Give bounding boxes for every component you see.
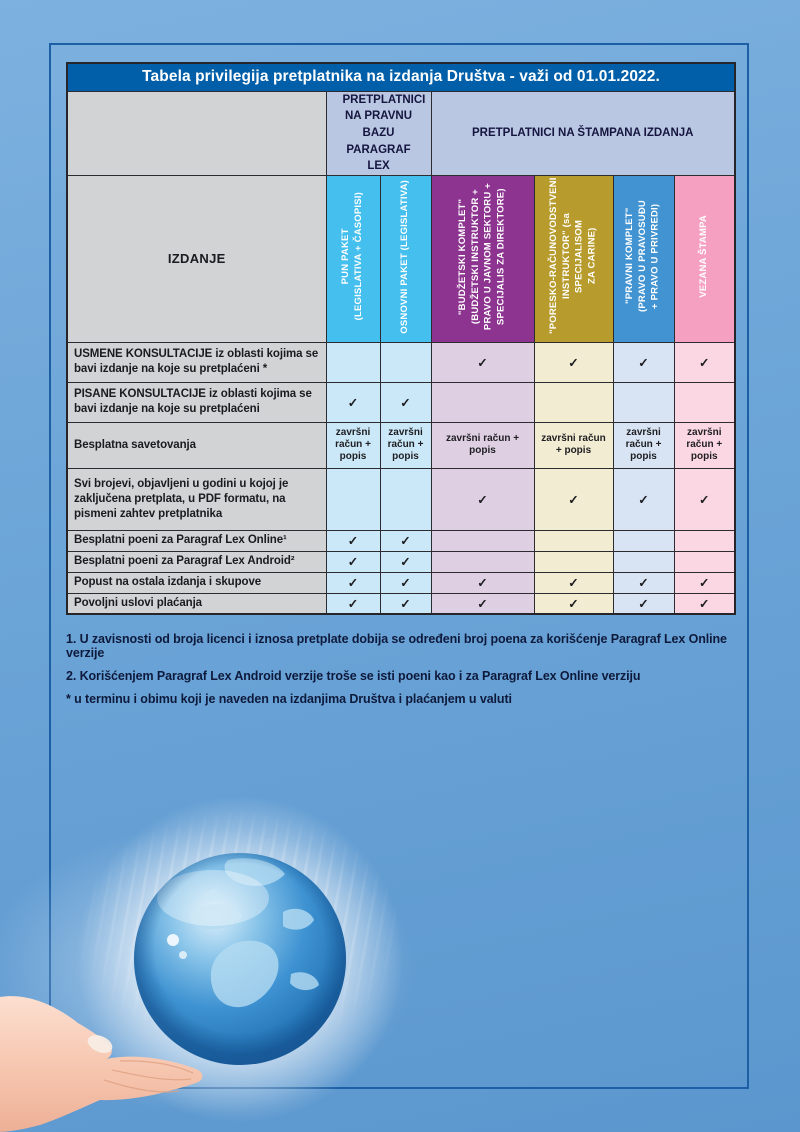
table-row: Besplatna savetovanja završni račun + pop… <box>66 421 736 469</box>
checkmark-icon: ✓ <box>379 592 432 615</box>
column-header-pun-paket: PUN PAKET (LEGISLATIVA + ČASOPISI) <box>325 174 381 343</box>
privileges-table: Tabela privilegija pretplatnika na izdan… <box>66 62 737 616</box>
row-label: Popust na ostala izdanja i skupove <box>66 571 327 594</box>
cell-empty <box>533 529 614 552</box>
checkmark-icon: ✓ <box>533 571 614 594</box>
column-header-pravni-komplet: "PRAVNI KOMPLET" (PRAVO U PRAVOSUĐU + PR… <box>612 174 675 343</box>
checkmark-icon: ✓ <box>379 571 432 594</box>
cell-empty <box>612 381 675 423</box>
checkmark-icon: ✓ <box>379 529 432 552</box>
checkmark-icon: ✓ <box>612 341 675 383</box>
cell-text: završni račun + popis <box>325 421 381 469</box>
cell-text: završni račun + popis <box>673 421 736 469</box>
table-row: USMENE KONSULTACIJE iz oblasti kojima se… <box>66 341 736 383</box>
checkmark-icon: ✓ <box>430 467 535 531</box>
checkmark-icon: ✓ <box>673 592 736 615</box>
cell-empty <box>379 341 432 383</box>
group-header-pravna-baza: PRETPLATNICI NA PRAVNU BAZU PARAGRAF LEX <box>325 90 432 176</box>
cell-text: završni račun + popis <box>533 421 614 469</box>
table-row: Popust na ostala izdanja i skupove ✓ ✓ ✓ ✓ ✓ ✓ <box>66 571 736 594</box>
footnotes: 1. U zavisnosti od broja licenci i iznos… <box>66 632 734 715</box>
izdanje-header: IZDANJE <box>66 174 327 343</box>
footnote-1: 1. U zavisnosti od broja licenci i iznos… <box>66 632 727 660</box>
checkmark-icon: ✓ <box>673 571 736 594</box>
cell-text: završni račun + popis <box>430 421 535 469</box>
table-row: Svi brojevi, objavljeni u godini u kojoj… <box>66 467 736 531</box>
cell-empty <box>612 529 675 552</box>
table-title: Tabela privilegija pretplatnika na izdan… <box>66 62 736 92</box>
column-header-osnovni-paket: OSNOVNI PAKET (LEGISLATIVA) <box>379 174 432 343</box>
cell-empty <box>533 550 614 573</box>
column-header-label: PUN PAKET (LEGISLATIVA + ČASOPISI) <box>340 192 364 321</box>
cell-empty <box>430 529 535 552</box>
checkmark-icon: ✓ <box>379 381 432 423</box>
cell-empty <box>379 467 432 531</box>
checkmark-icon: ✓ <box>533 467 614 531</box>
checkmark-icon: ✓ <box>325 550 381 573</box>
table-row: Povoljni uslovi plaćanja ✓ ✓ ✓ ✓ ✓ ✓ <box>66 592 736 615</box>
checkmark-icon: ✓ <box>673 341 736 383</box>
cell-empty <box>430 381 535 423</box>
row-label: Besplatni poeni za Paragraf Lex Android² <box>66 550 327 573</box>
checkmark-icon: ✓ <box>325 381 381 423</box>
row-label: USMENE KONSULTACIJE iz oblasti kojima se… <box>66 341 327 383</box>
checkmark-icon: ✓ <box>379 550 432 573</box>
checkmark-icon: ✓ <box>612 592 675 615</box>
checkmark-icon: ✓ <box>533 592 614 615</box>
cell-empty <box>612 550 675 573</box>
row-label: Svi brojevi, objavljeni u godini u kojoj… <box>66 467 327 531</box>
corner-cell-empty <box>66 90 327 176</box>
table-row: Besplatni poeni za Paragraf Lex Android²… <box>66 550 736 573</box>
cell-empty <box>325 467 381 531</box>
cell-text: završni račun + popis <box>612 421 675 469</box>
checkmark-icon: ✓ <box>673 467 736 531</box>
footnote-3: * u terminu i obimu koji je naveden na i… <box>66 692 512 706</box>
checkmark-icon: ✓ <box>533 341 614 383</box>
checkmark-icon: ✓ <box>430 571 535 594</box>
column-header-label: "PRAVNI KOMPLET" (PRAVO U PRAVOSUĐU + PR… <box>624 200 661 313</box>
checkmark-icon: ✓ <box>325 571 381 594</box>
checkmark-icon: ✓ <box>430 341 535 383</box>
row-label: Besplatni poeni za Paragraf Lex Online¹ <box>66 529 327 552</box>
column-header-label: OSNOVNI PAKET (LEGISLATIVA) <box>399 179 411 334</box>
cell-text: završni račun + popis <box>379 421 432 469</box>
cell-empty <box>673 529 736 552</box>
checkmark-icon: ✓ <box>612 571 675 594</box>
checkmark-icon: ✓ <box>430 592 535 615</box>
column-header-label: "BUDŽETSKI KOMPLET" (BUDŽETSKI INSTRUKTO… <box>456 182 507 330</box>
cell-empty <box>533 381 614 423</box>
cell-empty <box>673 550 736 573</box>
group-header-stampana-izdanja: PRETPLATNICI NA ŠTAMPANA IZDANJA <box>430 90 736 176</box>
table-row: PISANE KONSULTACIJE iz oblasti kojima se… <box>66 381 736 423</box>
column-header-budzetski-komplet: "BUDŽETSKI KOMPLET" (BUDŽETSKI INSTRUKTO… <box>430 174 535 343</box>
checkmark-icon: ✓ <box>325 592 381 615</box>
column-header-label: VEZANA ŠTAMPA <box>697 215 709 298</box>
row-label: Povoljni uslovi plaćanja <box>66 592 327 615</box>
checkmark-icon: ✓ <box>325 529 381 552</box>
column-header-label: "PORESKO-RAČUNOVODSTVENI INSTRUKTOR" (sa… <box>547 178 598 335</box>
table-row: Besplatni poeni za Paragraf Lex Online¹ ✓… <box>66 529 736 552</box>
column-header-vezana-stampa: VEZANA ŠTAMPA <box>673 174 736 343</box>
cell-empty <box>430 550 535 573</box>
checkmark-icon: ✓ <box>612 467 675 531</box>
footnote-2: 2. Korišćenjem Paragraf Lex Android verz… <box>66 669 641 683</box>
row-label: PISANE KONSULTACIJE iz oblasti kojima se… <box>66 381 327 423</box>
row-label: Besplatna savetovanja <box>66 421 327 469</box>
cell-empty <box>325 341 381 383</box>
cell-empty <box>673 381 736 423</box>
column-header-poresko-racunovodstveni: "PORESKO-RAČUNOVODSTVENI INSTRUKTOR" (sa… <box>533 174 614 343</box>
